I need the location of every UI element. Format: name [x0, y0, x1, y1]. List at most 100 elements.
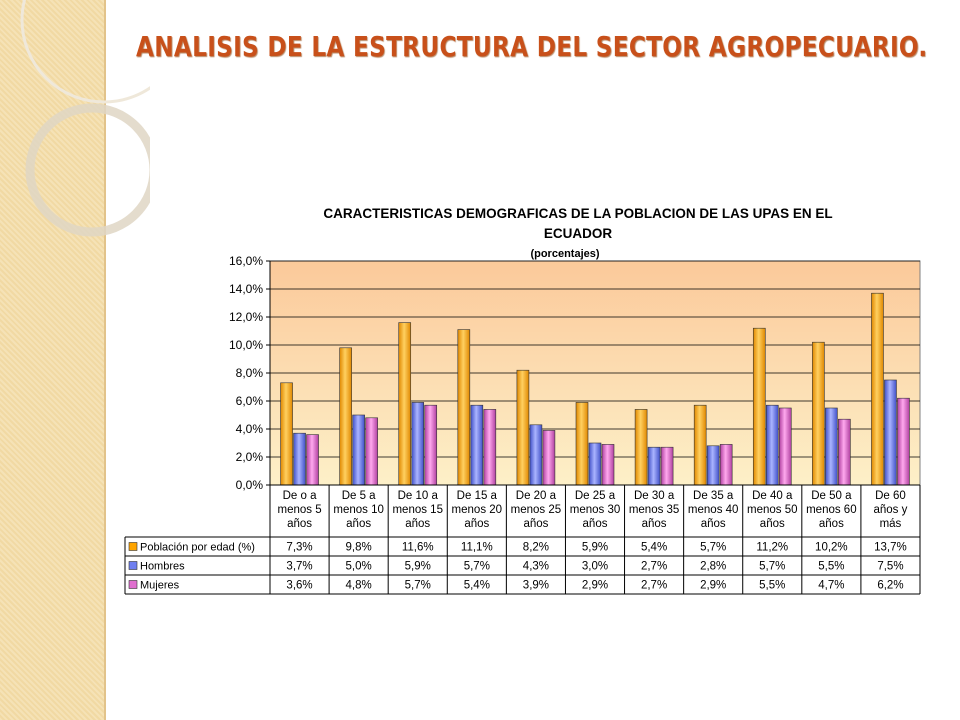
category-label: años — [701, 518, 726, 530]
bar — [825, 407, 838, 486]
bar — [470, 404, 484, 486]
category-label: De 60 — [875, 490, 906, 502]
chart-title-line2: ECUADOR — [544, 226, 613, 241]
data-value-label: 3,9% — [523, 580, 549, 592]
bar — [516, 369, 530, 486]
data-value-label: 4,3% — [523, 561, 549, 573]
category-label: menos 35 — [629, 504, 680, 516]
data-value-label: 4,8% — [346, 580, 372, 592]
bar — [424, 404, 438, 486]
y-tick-label: 16,0% — [229, 254, 263, 268]
data-value-label: 11,2% — [756, 542, 788, 554]
y-tick-label: 10,0% — [229, 338, 263, 352]
bar — [660, 446, 674, 486]
bar — [765, 404, 779, 486]
bar — [588, 442, 602, 486]
category-label: años — [819, 518, 844, 530]
bar — [411, 402, 425, 486]
slide-title: ANALISIS DE LA ESTRUCTURA DEL SECTOR AGR… — [136, 30, 928, 63]
bar — [647, 446, 661, 486]
category-label: menos 50 — [747, 504, 798, 516]
category-label: años — [464, 518, 489, 530]
data-value-label: 10,2% — [815, 542, 848, 554]
bar — [542, 430, 556, 486]
category-label: De 30 a — [634, 490, 675, 502]
category-label: De 15 a — [457, 490, 498, 502]
data-value-label: 6,2% — [877, 580, 903, 592]
category-label: menos 5 — [277, 504, 321, 516]
bar — [634, 409, 648, 486]
category-label: De o a — [283, 490, 317, 502]
bar — [483, 409, 497, 486]
category-label: años — [642, 518, 667, 530]
data-value-label: 7,5% — [877, 561, 903, 573]
y-tick-label: 2,0% — [236, 450, 264, 464]
bar — [693, 404, 707, 486]
data-value-label: 2,9% — [700, 580, 726, 592]
data-value-label: 2,7% — [641, 580, 667, 592]
bar — [778, 407, 792, 486]
bar — [601, 444, 615, 486]
deco-ring-large — [25, 103, 150, 237]
data-value-label: 5,7% — [700, 542, 726, 554]
category-label: años — [287, 518, 312, 530]
data-value-label: 5,0% — [346, 561, 372, 573]
category-label: menos 10 — [333, 504, 384, 516]
y-tick-label: 6,0% — [236, 394, 264, 408]
data-value-label: 5,5% — [818, 561, 844, 573]
bar — [280, 382, 293, 486]
data-value-label: 5,7% — [759, 561, 785, 573]
bar — [719, 444, 733, 486]
bar — [529, 424, 543, 486]
decorative-circles — [20, 0, 150, 237]
bar — [706, 445, 720, 486]
data-value-label: 5,9% — [582, 542, 608, 554]
bar — [293, 432, 306, 486]
bar — [398, 322, 412, 486]
category-label: más — [880, 518, 902, 530]
data-value-label: 8,2% — [523, 542, 549, 554]
category-label: menos 15 — [392, 504, 443, 516]
y-tick-label: 14,0% — [229, 282, 263, 296]
chart-title-line1: CARACTERISTICAS DEMOGRAFICAS DE LA POBLA… — [323, 206, 832, 221]
y-tick-label: 0,0% — [236, 478, 264, 492]
legend-label: Hombres — [140, 561, 185, 573]
bar — [575, 402, 589, 486]
category-label: De 50 a — [811, 490, 852, 502]
data-value-label: 3,7% — [286, 561, 312, 573]
bar — [457, 329, 471, 486]
category-label: De 25 a — [575, 490, 616, 502]
data-value-label: 4,7% — [818, 580, 844, 592]
bar — [838, 418, 851, 486]
data-value-label: 3,0% — [582, 561, 608, 573]
bar — [752, 327, 766, 486]
category-label: menos 60 — [806, 504, 857, 516]
bar — [812, 341, 825, 486]
data-value-label: 5,4% — [641, 542, 667, 554]
data-value-label: 7,3% — [286, 542, 312, 554]
data-value-label: 2,9% — [582, 580, 608, 592]
bar — [884, 379, 897, 486]
data-value-label: 11,6% — [402, 542, 434, 554]
category-label: menos 30 — [570, 504, 621, 516]
bar — [352, 414, 365, 486]
bar — [339, 347, 352, 486]
legend-key — [128, 580, 138, 589]
y-tick-label: 8,0% — [236, 366, 264, 380]
category-label: años y — [874, 504, 908, 516]
category-label: años — [523, 518, 548, 530]
category-label: De 40 a — [752, 490, 793, 502]
y-tick-label: 4,0% — [236, 422, 264, 436]
legend-key — [128, 561, 138, 570]
category-label: De 20 a — [516, 490, 557, 502]
category-label: De 10 a — [398, 490, 439, 502]
category-label: años — [346, 518, 371, 530]
data-value-label: 5,4% — [464, 580, 490, 592]
data-value-label: 3,6% — [286, 580, 312, 592]
category-label: menos 25 — [511, 504, 562, 516]
legend-label: Mujeres — [140, 580, 180, 592]
category-label: menos 40 — [688, 504, 739, 516]
chart-subtitle: (porcentajes) — [530, 248, 599, 260]
data-value-label: 5,9% — [405, 561, 431, 573]
